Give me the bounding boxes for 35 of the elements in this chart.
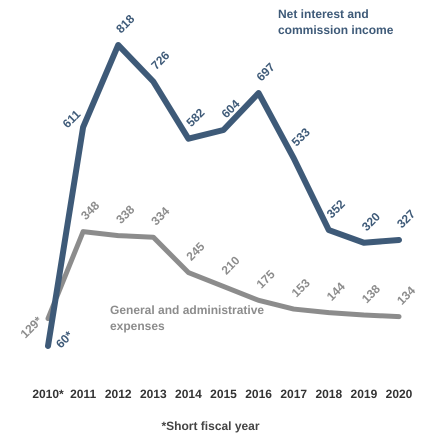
- x-tick-label: 2017: [280, 387, 308, 401]
- x-tick-label: 2011: [70, 387, 96, 401]
- data-label: 144: [324, 279, 348, 304]
- data-label: 60*: [53, 328, 76, 351]
- x-tick-label: 2019: [350, 387, 378, 401]
- data-label: 245: [183, 239, 208, 264]
- data-label: 153: [288, 276, 314, 300]
- data-label: 697: [254, 60, 278, 84]
- x-tick-label: 2015: [210, 387, 238, 401]
- data-label: 582: [183, 105, 208, 130]
- data-label: 138: [358, 282, 384, 306]
- data-label: 533: [288, 124, 314, 150]
- x-tick-label: 2014: [175, 387, 202, 401]
- data-label: 327: [394, 206, 418, 231]
- x-tick-label: 2013: [140, 387, 167, 401]
- x-tick-label: 2010*: [32, 387, 64, 401]
- data-label: 611: [60, 107, 84, 131]
- data-label: 604: [218, 96, 243, 121]
- data-label: 352: [324, 196, 348, 221]
- data-label: 726: [148, 48, 173, 72]
- data-label: 338: [113, 202, 138, 227]
- x-tick-label: 2020: [386, 387, 413, 401]
- data-label: 210: [218, 253, 243, 278]
- data-label: 818: [113, 12, 138, 36]
- data-label: 320: [358, 209, 384, 234]
- series-label: General and administrative expenses: [110, 303, 268, 333]
- data-label: 334: [148, 204, 173, 228]
- x-tick-label: 2016: [245, 387, 272, 401]
- x-tick-label: 2018: [315, 387, 342, 401]
- text: *Short fiscal year: [161, 419, 260, 433]
- data-label: 348: [78, 198, 102, 223]
- text: Net interest and commission income: [278, 7, 394, 37]
- data-label: 134: [394, 283, 418, 308]
- x-tick-label: 2012: [104, 387, 132, 401]
- data-label: 175: [254, 267, 278, 292]
